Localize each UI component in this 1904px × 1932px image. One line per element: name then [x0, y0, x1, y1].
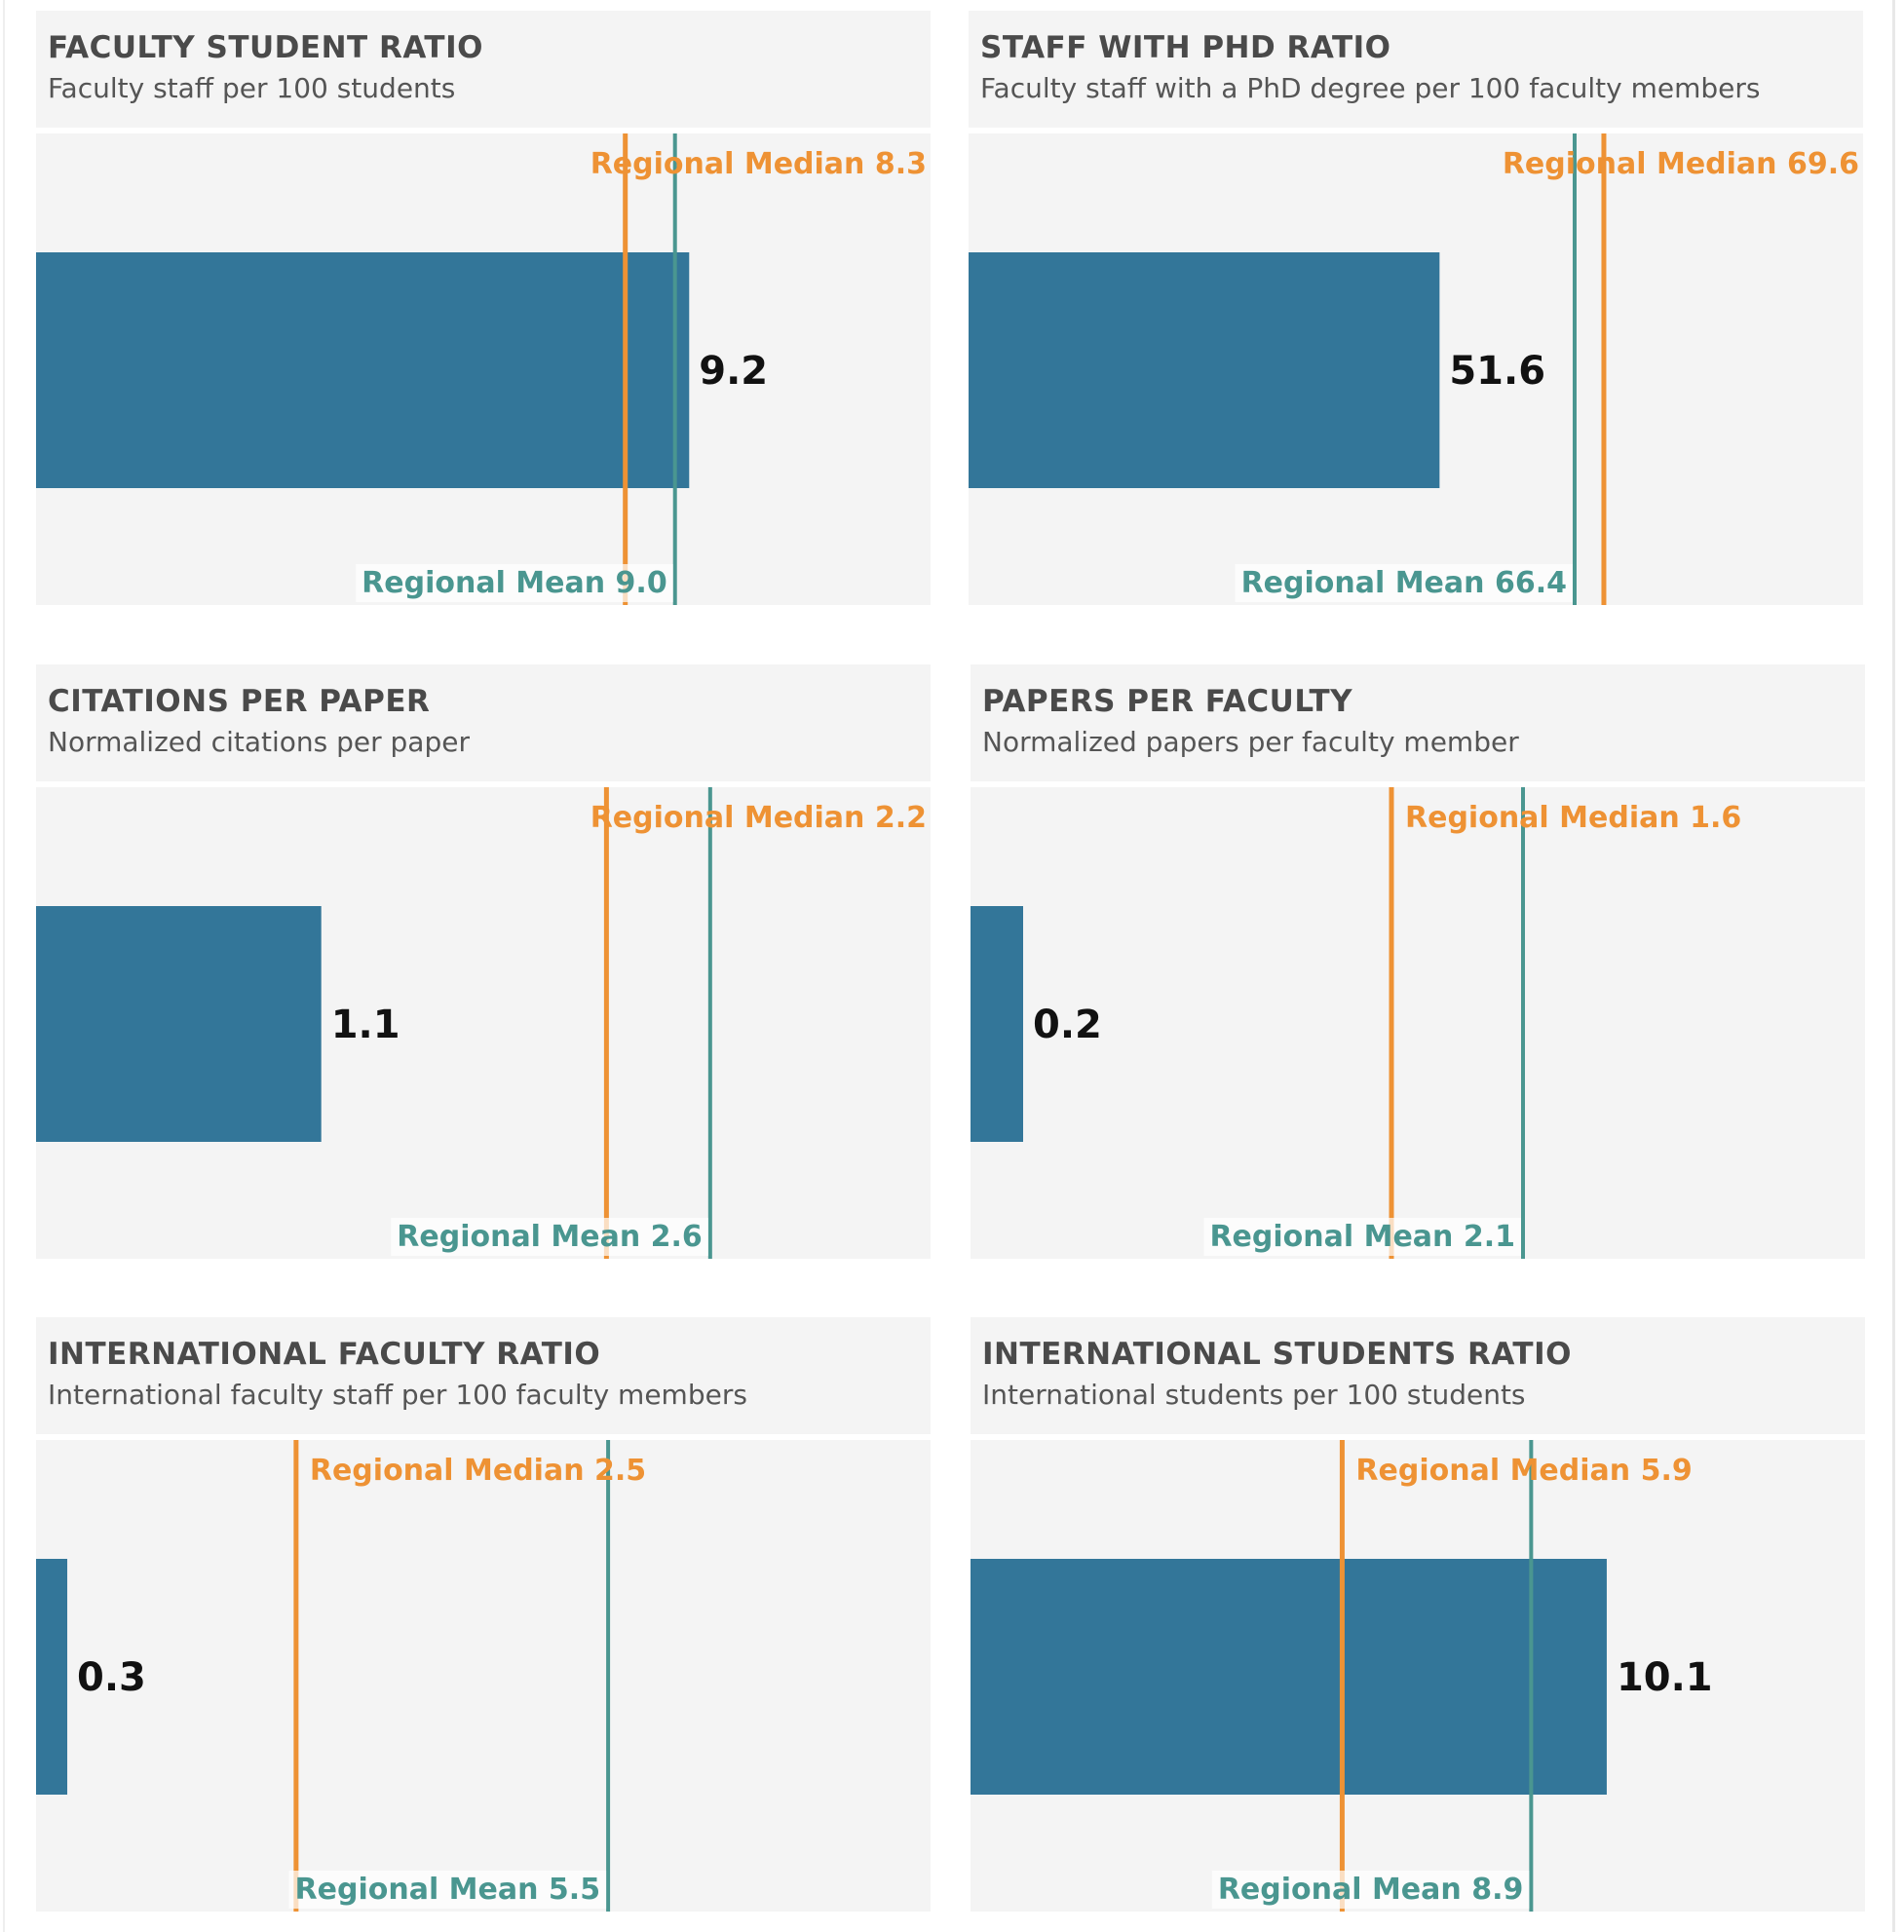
chart-header: INTERNATIONAL STUDENTS RATIO Internation…	[971, 1317, 1865, 1434]
bar-value-label: 51.6	[1449, 349, 1545, 394]
bar-value-label: 0.2	[1033, 1003, 1102, 1047]
bar-value-label: 10.1	[1617, 1655, 1713, 1700]
median-label: Regional Median 2.5	[310, 1454, 646, 1488]
chart-title: INTERNATIONAL STUDENTS RATIO	[982, 1337, 1572, 1372]
median-label: Regional Median 69.6	[1503, 147, 1859, 181]
bar-chart-svg: 0.2 Regional Median 1.6 Regional Mean 2.1	[971, 787, 1741, 1259]
chart-title: FACULTY STUDENT RATIO	[48, 30, 483, 65]
left-border	[3, 0, 5, 1932]
median-label: Regional Median 8.3	[590, 147, 927, 181]
chart-title: INTERNATIONAL FACULTY RATIO	[48, 1337, 601, 1372]
bar-chart-svg: 51.6 Regional Median 69.6 Regional Mean 66…	[969, 133, 1859, 605]
plot-area: 1.1 Regional Median 2.2 Regional Mean 2.6	[36, 787, 931, 1259]
chart-subtitle: Faculty staff with a PhD degree per 100 …	[980, 72, 1761, 104]
mean-label: Regional Mean 2.6	[397, 1220, 703, 1254]
bar-value	[971, 906, 1023, 1142]
bar-chart-svg: 10.1 Regional Median 5.9 Regional Mean 8.9	[971, 1440, 1713, 1912]
mean-label: Regional Mean 66.4	[1241, 566, 1567, 600]
bar-chart-svg: 9.2 Regional Median 8.3 Regional Mean 9.0	[36, 133, 927, 605]
chart-subtitle: Faculty staff per 100 students	[48, 72, 456, 104]
mean-label-bg	[1211, 1871, 1530, 1909]
median-label: Regional Median 2.2	[590, 801, 927, 835]
median-label: Regional Median 1.6	[1405, 801, 1741, 835]
chart-header: FACULTY STUDENT RATIO Faculty staff per …	[36, 11, 931, 128]
mean-label: Regional Mean 9.0	[362, 566, 667, 600]
plot-area: 10.1 Regional Median 5.9 Regional Mean 8.9	[971, 1440, 1865, 1912]
bar-value	[36, 1559, 68, 1795]
chart-title: STAFF WITH PHD RATIO	[980, 30, 1391, 65]
chart-header: PAPERS PER FACULTY Normalized papers per…	[971, 664, 1865, 781]
mean-label-bg	[391, 1218, 708, 1256]
mean-label: Regional Mean 2.1	[1209, 1220, 1515, 1254]
mean-label: Regional Mean 5.5	[295, 1873, 601, 1907]
bar-value	[969, 252, 1440, 488]
plot-area: 0.3 Regional Median 2.5 Regional Mean 5.5	[36, 1440, 931, 1912]
median-label: Regional Median 5.9	[1355, 1454, 1692, 1488]
chart-header: CITATIONS PER PAPER Normalized citations…	[36, 664, 931, 781]
mean-label-bg	[356, 564, 673, 602]
mean-label-bg	[1203, 1218, 1521, 1256]
bar-value-label: 1.1	[331, 1003, 400, 1047]
bar-chart-svg: 1.1 Regional Median 2.2 Regional Mean 2.6	[36, 787, 927, 1259]
chart-title: CITATIONS PER PAPER	[48, 684, 431, 719]
bar-value-label: 0.3	[77, 1655, 146, 1700]
bar-value	[36, 252, 690, 488]
chart-subtitle: International faculty staff per 100 facu…	[48, 1379, 747, 1411]
chart-subtitle: Normalized papers per faculty member	[982, 726, 1519, 758]
plot-area: 9.2 Regional Median 8.3 Regional Mean 9.0	[36, 133, 931, 605]
chart-title: PAPERS PER FACULTY	[982, 684, 1353, 719]
mean-label: Regional Mean 8.9	[1218, 1873, 1524, 1907]
right-border	[1892, 0, 1895, 1932]
chart-header: INTERNATIONAL FACULTY RATIO Internationa…	[36, 1317, 931, 1434]
mean-label-bg	[288, 1871, 607, 1909]
bar-value	[971, 1559, 1607, 1795]
chart-subtitle: International students per 100 students	[982, 1379, 1526, 1411]
chart-subtitle: Normalized citations per paper	[48, 726, 470, 758]
plot-area: 0.2 Regional Median 1.6 Regional Mean 2.1	[971, 787, 1865, 1259]
chart-header: STAFF WITH PHD RATIO Faculty staff with …	[969, 11, 1863, 128]
plot-area: 51.6 Regional Median 69.6 Regional Mean 66…	[969, 133, 1863, 605]
bar-value-label: 9.2	[699, 349, 768, 394]
bar-value	[36, 906, 322, 1142]
mean-label-bg	[1235, 564, 1573, 602]
bar-chart-svg: 0.3 Regional Median 2.5 Regional Mean 5.5	[36, 1440, 646, 1912]
